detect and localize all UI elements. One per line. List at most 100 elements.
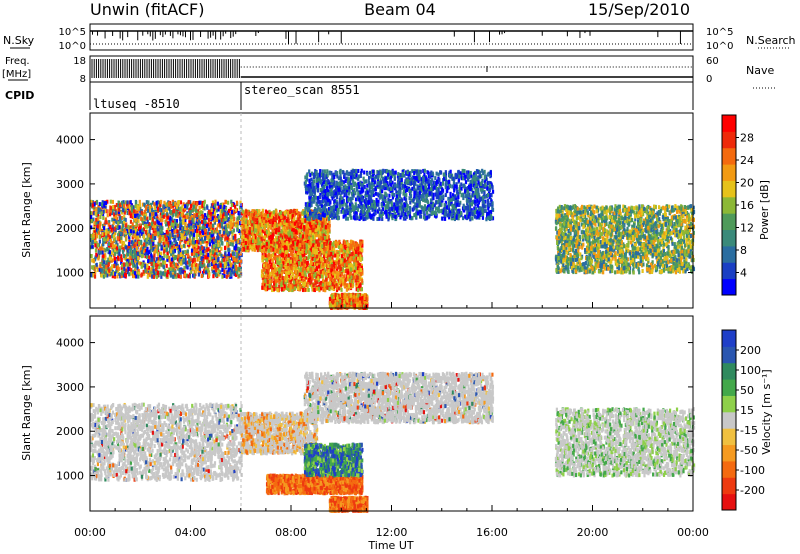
power-echo-cell [155,212,157,216]
power-echo-cell [120,236,122,240]
power-echo-cell [130,229,132,233]
power-echo-cell [100,251,102,255]
power-echo-cell [99,240,101,244]
power-echo-cell [243,248,245,252]
power-echo-cell [143,242,145,246]
power-echo-cell [215,265,217,269]
power-echo-cell [184,250,186,254]
power-echo-cell [161,226,163,230]
power-echo-cell [179,207,181,211]
power-echo-cell [150,267,152,271]
power-echo-cell [179,218,181,222]
power-echo-cell [220,247,222,251]
power-echo-cell [167,216,169,220]
power-echo-cell [99,264,101,268]
power-echo-cell [172,223,174,227]
power-echo-cell [96,200,98,204]
power-echo-cell [134,204,136,208]
power-echo-cell [166,255,168,259]
power-echo-cell [161,245,163,249]
power-echo-cell [242,210,244,214]
power-echo-cell [239,256,241,260]
power-echo-cell [137,206,139,210]
power-echo-cell [164,272,166,276]
power-echo-cell [216,249,218,253]
power-echo-cell [162,242,164,246]
power-echo-cell [281,287,283,291]
power-echo-cell [170,249,172,253]
power-echo-cell [208,263,210,267]
power-echo-cell [166,273,168,277]
power-echo-cell [237,228,239,232]
power-echo-cell [138,215,140,219]
power-echo-cell [120,240,122,244]
power-echo-cell [193,233,195,237]
power-echo-cell [130,252,132,256]
cpid-panel: CPID ltuseq -8510 stereo_scan 8551 [5,82,693,111]
power-echo-cell [221,241,223,245]
power-echo-cell [318,234,320,238]
power-echo-cell [218,252,220,256]
power-echo-cell [315,233,317,237]
power-echo-cell [108,262,110,266]
power-echo-cell [227,248,229,252]
power-echo-cell [105,201,107,205]
power-echo-cell [227,237,229,241]
power-echo-cell [122,250,124,254]
nsearch-label: N.Search [746,34,796,47]
power-echo-cell [166,264,168,268]
power-echo-cell [182,218,184,222]
power-echo-cell [127,267,129,271]
power-echo-cell [289,214,291,218]
power-echo-cell [196,240,198,244]
power-echo-cell [198,219,200,223]
power-echo-cell [100,268,102,272]
power-echo-cell [103,226,105,230]
power-echo-cell [273,210,275,214]
power-echo-cell [190,204,192,208]
power-echo-cell [191,249,193,253]
power-echo-cell [146,249,148,253]
power-echo-cell [156,201,158,205]
power-echo-cell [281,229,283,233]
power-echo-cell [141,211,143,215]
nsearch-tick-top: 10^5 [706,27,733,38]
power-echo-cell [176,219,178,223]
power-echo-cell [325,231,327,235]
power-echo-cell [225,212,227,216]
power-echo-cell [192,218,194,222]
power-echo-cell [103,265,105,269]
power-echo-cell [155,232,157,236]
power-echo-cell [103,260,105,264]
power-echo-cell [188,200,190,204]
power-echo-cell [251,213,253,217]
power-echo-cell [159,242,161,246]
power-echo-cell [204,229,206,233]
power-echo-cell [226,275,228,279]
power-echo-cell [192,240,194,244]
power-echo-cell [170,267,172,271]
power-echo-cell [145,224,147,228]
power-echo-cell [229,242,231,246]
power-echo-cell [204,236,206,240]
power-echo-cell [168,203,170,207]
power-echo-cell [140,217,142,221]
power-echo-cell [307,229,309,233]
power-echo-cell [261,223,263,227]
power-echo-cell [246,229,248,233]
power-echo-cell [293,228,295,232]
power-echo-cell [306,225,308,229]
power-echo-cell [99,222,101,226]
power-echo-cell [312,224,314,228]
power-echo-cell [193,214,195,218]
power-echo-cell [235,265,237,269]
power-echo-cell [144,264,146,268]
power-echo-cell [136,246,138,250]
power-echo-cell [231,210,233,214]
power-echo-cell [181,213,183,217]
power-echo-cell [137,252,139,256]
power-echo-cell [96,234,98,238]
power-echo-cell [153,202,155,206]
power-echo-cell [135,236,137,240]
